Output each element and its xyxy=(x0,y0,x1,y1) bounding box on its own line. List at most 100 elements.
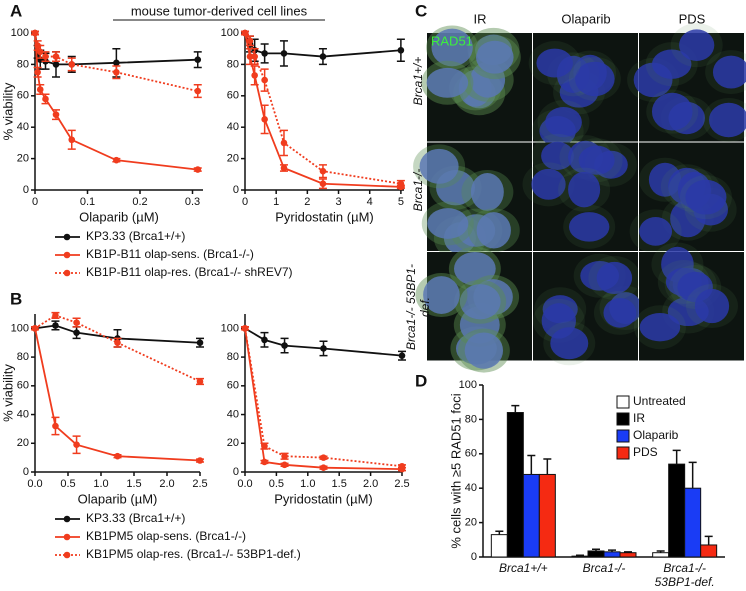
y-tick-label: 0 xyxy=(471,551,477,563)
error-bar xyxy=(495,530,504,535)
micrograph xyxy=(522,133,638,251)
y-tick-label: 60 xyxy=(227,90,239,102)
y-axis-label: % viability xyxy=(0,364,15,422)
nucleus xyxy=(568,171,601,208)
data-point xyxy=(320,454,327,461)
legend-label: KP3.33 (Brca1+/+) xyxy=(86,511,185,525)
column-label: IR xyxy=(474,11,487,26)
micrograph xyxy=(627,23,746,142)
nucleus xyxy=(427,208,469,239)
nucleus xyxy=(431,28,473,67)
data-point xyxy=(113,68,120,76)
bar xyxy=(571,555,589,558)
x-tick-label: 1.5 xyxy=(126,478,141,490)
legend-label: IR xyxy=(633,411,645,425)
micrograph xyxy=(532,252,652,366)
error-bar xyxy=(527,454,536,475)
bar xyxy=(700,544,718,558)
legend-label: Olaparib xyxy=(633,428,679,442)
x-tick-label: 1 xyxy=(273,196,279,208)
data-point xyxy=(52,422,59,430)
data-point xyxy=(196,339,204,347)
data-point xyxy=(194,166,202,173)
data-point xyxy=(241,29,249,37)
x-tick-label: Brca1-/- xyxy=(582,561,626,575)
nucleus xyxy=(475,40,514,74)
data-point xyxy=(261,442,268,450)
y-tick-label: 100 xyxy=(11,322,29,334)
x-tick-label: 1.0 xyxy=(93,478,108,490)
y-tick-label: 60 xyxy=(17,90,29,102)
legend-marker xyxy=(63,251,71,259)
y-tick-label: 80 xyxy=(17,58,29,70)
micrograph xyxy=(633,242,744,361)
data-point xyxy=(196,378,204,385)
data-point xyxy=(68,136,76,144)
x-tick-label: 0.0 xyxy=(27,478,42,490)
micrograph xyxy=(528,33,638,154)
y-tick-label: 0 xyxy=(233,466,239,478)
micrograph xyxy=(629,142,744,254)
x-tick-label: 0.0 xyxy=(237,478,252,490)
y-tick-label: 80 xyxy=(465,413,477,425)
data-point xyxy=(34,68,41,76)
nucleus xyxy=(694,288,730,324)
data-point xyxy=(251,72,258,79)
y-tick-label: 100 xyxy=(11,27,29,39)
data-point xyxy=(42,95,49,103)
data-point xyxy=(398,462,406,470)
series-line xyxy=(34,314,201,383)
legend-marker xyxy=(63,515,71,523)
data-point xyxy=(52,111,60,118)
data-point xyxy=(320,464,327,471)
data-point xyxy=(280,164,288,172)
y-tick-label: 40 xyxy=(227,408,239,420)
panel-label: C xyxy=(415,1,427,20)
data-point xyxy=(319,180,327,188)
nucleus xyxy=(575,61,615,97)
data-point xyxy=(114,452,121,460)
x-tick-label: 0.2 xyxy=(132,196,147,208)
bar xyxy=(522,473,540,558)
legend-label: KP3.33 (Brca1+/+) xyxy=(86,229,185,243)
nucleus xyxy=(651,49,692,79)
x-tick-label: 2 xyxy=(304,196,310,208)
bar xyxy=(538,473,556,558)
y-tick-label: 40 xyxy=(227,121,239,133)
nucleus xyxy=(459,284,501,320)
y-tick-label: 100 xyxy=(459,379,477,391)
y-tick-label: 20 xyxy=(17,437,29,449)
y-axis-label: % viability xyxy=(0,82,15,140)
data-point xyxy=(42,53,49,60)
legend-marker xyxy=(63,233,71,241)
nucleus xyxy=(545,106,582,138)
nucleus xyxy=(578,145,615,175)
x-tick-label: 1.5 xyxy=(332,478,347,490)
x-tick-label: 0.3 xyxy=(185,196,200,208)
data-point xyxy=(281,342,288,349)
data-point xyxy=(194,56,202,63)
y-tick-label: 0 xyxy=(23,466,29,478)
data-point xyxy=(114,339,121,347)
y-tick-label: 40 xyxy=(17,408,29,420)
data-point xyxy=(52,312,59,319)
data-point xyxy=(241,325,249,332)
nucleus xyxy=(639,313,681,342)
micrograph xyxy=(413,142,532,261)
x-tick-label: 2.5 xyxy=(192,478,207,490)
column-label: PDS xyxy=(679,11,706,26)
data-point xyxy=(52,61,60,68)
bar xyxy=(684,487,702,558)
x-tick-label: 0.5 xyxy=(269,478,284,490)
legend-label: KB1P-B11 olap-res. (Brca1-/- shREV7) xyxy=(86,265,293,279)
bar xyxy=(652,552,670,558)
x-axis-label: Olaparib (µM) xyxy=(79,209,159,224)
y-tick-label: 60 xyxy=(17,380,29,392)
data-point xyxy=(319,167,327,175)
nucleus xyxy=(679,29,715,61)
data-point xyxy=(246,53,254,60)
data-point xyxy=(398,352,406,359)
figure-title: mouse tumor-derived cell lines xyxy=(131,3,308,18)
